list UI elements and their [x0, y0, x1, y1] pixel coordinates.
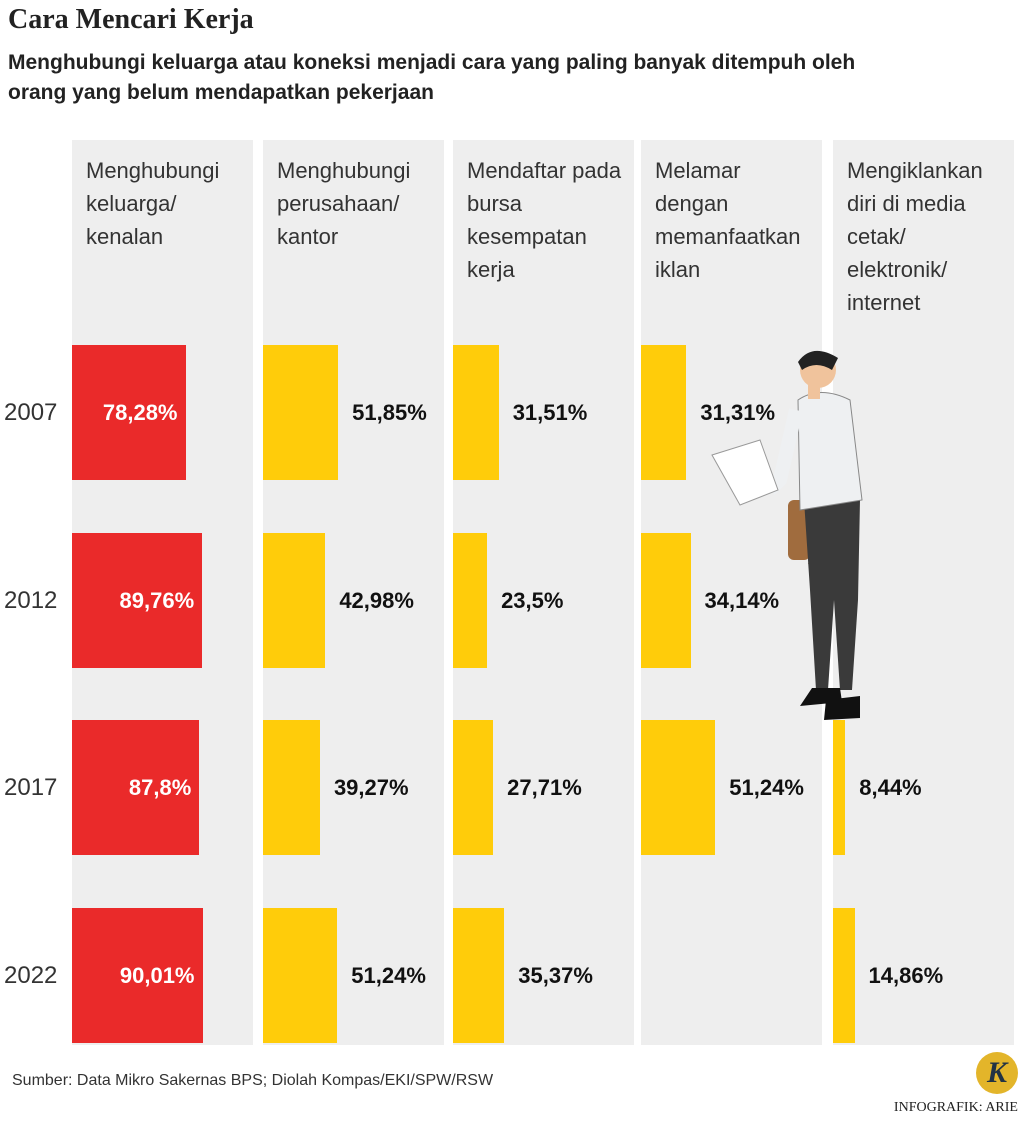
value-label: 34,14% — [704, 587, 780, 613]
bar — [833, 720, 846, 855]
value-label: 90,01% — [119, 962, 195, 988]
chart-subtitle: Menghubungi keluarga atau koneksi menjad… — [8, 51, 856, 104]
value-label: 14,86% — [868, 962, 944, 988]
value-label: 27,71% — [507, 774, 582, 800]
value-label: 51,24% — [729, 774, 804, 800]
credit: INFOGRAFIK: ARIE — [893, 1100, 1018, 1115]
column-header: Mendaftar pada bursa kesempatan kerja — [467, 158, 622, 282]
bar — [72, 345, 186, 480]
bar — [263, 908, 338, 1043]
bar — [641, 533, 691, 668]
value-label: 78,28% — [102, 399, 178, 425]
logo: K — [976, 1052, 1018, 1094]
bar — [263, 720, 320, 855]
year-label: 2012 — [4, 586, 58, 614]
value-label: 42,98% — [339, 587, 414, 613]
bar — [453, 533, 488, 668]
bar — [641, 345, 687, 480]
year-label: 2017 — [4, 773, 58, 801]
value-label: 87,8% — [128, 774, 192, 800]
column-header: Melamar dengan memanfaatkan iklan — [655, 158, 801, 282]
value-label: 35,37% — [518, 962, 593, 988]
column-header: Menghubungi perusahaan/ kantor — [277, 158, 411, 249]
value-label: 51,85% — [352, 399, 427, 425]
bar — [72, 908, 203, 1043]
value-label: 8,44% — [859, 774, 922, 800]
bar — [453, 345, 499, 480]
value-label: 39,27% — [333, 774, 409, 800]
bar — [833, 908, 855, 1043]
chart-title: Cara Mencari Kerja — [8, 4, 254, 35]
source: Sumber: Data Mikro Sakernas BPS; Diolah … — [12, 1072, 494, 1089]
bar — [263, 533, 326, 668]
value-label: 31,51% — [512, 399, 588, 425]
column-header: Mengiklankan diri di media cetak/ elektr… — [847, 158, 983, 315]
bar — [641, 720, 716, 855]
value-label: 31,31% — [700, 399, 776, 425]
year-label: 2022 — [4, 961, 58, 989]
column-header: Menghubungi keluarga/ kenalan — [86, 158, 220, 249]
bar — [72, 533, 203, 668]
illustration — [711, 350, 863, 720]
bar — [453, 720, 494, 855]
value-label: 89,76% — [119, 587, 195, 613]
bar — [453, 908, 505, 1043]
value-label: 23,5% — [501, 587, 564, 613]
value-label: 51,24% — [351, 962, 426, 988]
bar — [263, 345, 339, 480]
year-label: 2007 — [4, 398, 58, 426]
bar — [72, 720, 200, 855]
column-bg — [833, 140, 1014, 1045]
